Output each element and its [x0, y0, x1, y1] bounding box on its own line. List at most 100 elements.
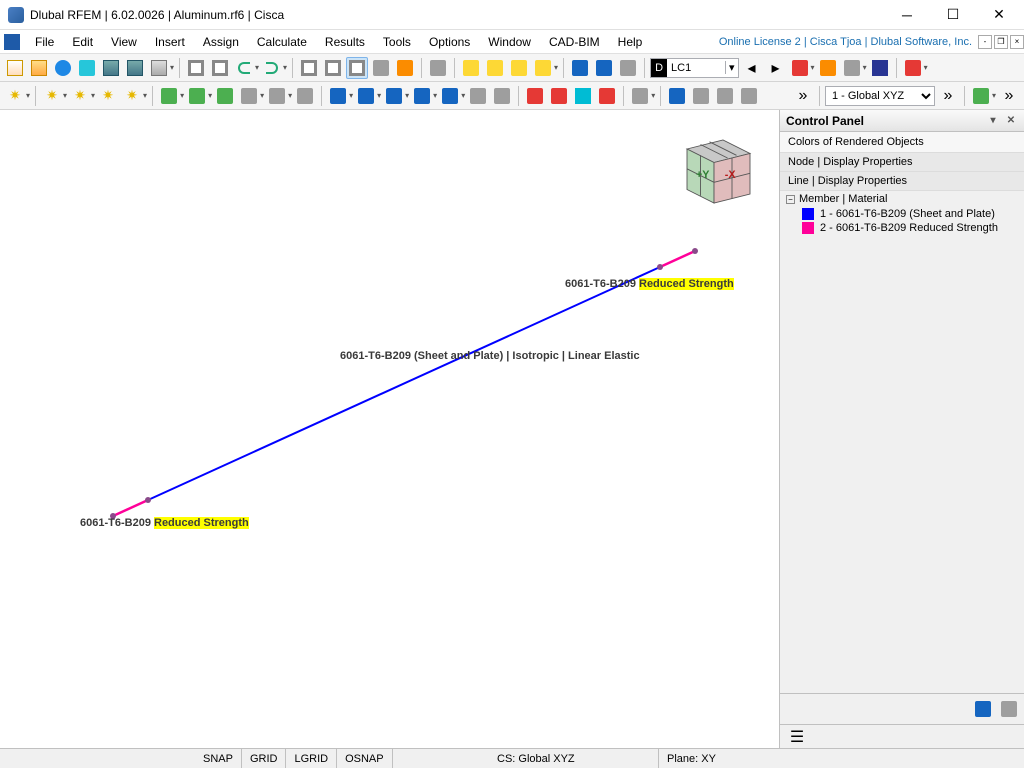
status-grid[interactable]: GRID — [242, 749, 287, 768]
nav-button-1[interactable] — [569, 57, 591, 79]
mdi-minimize-icon[interactable]: - — [978, 35, 992, 49]
legend-item-2[interactable]: 2 - 6061-T6-B209 Reduced Strength — [780, 221, 1024, 235]
script-button[interactable] — [394, 57, 416, 79]
save-button[interactable] — [100, 57, 122, 79]
maximize-button[interactable]: ☐ — [930, 0, 976, 30]
ins-tool-4[interactable] — [294, 85, 316, 107]
collapse-icon[interactable]: − — [786, 195, 795, 204]
overflow-2[interactable]: » — [937, 85, 959, 107]
minimize-button[interactable]: ─ — [884, 0, 930, 30]
model-button[interactable] — [76, 57, 98, 79]
support-button-1[interactable] — [327, 85, 349, 107]
menu-window[interactable]: Window — [479, 32, 540, 52]
view-cube[interactable]: +Y -X — [669, 122, 759, 212]
block-manager-button[interactable] — [52, 57, 74, 79]
lc-tool-4[interactable] — [869, 57, 891, 79]
legend-item-1[interactable]: 1 - 6061-T6-B209 (Sheet and Plate) — [780, 207, 1024, 221]
status-lgrid[interactable]: LGRID — [286, 749, 337, 768]
ins-surface-button[interactable] — [158, 85, 180, 107]
menu-edit[interactable]: Edit — [63, 32, 102, 52]
panel-tool-2[interactable] — [998, 698, 1020, 720]
panel-list-icon[interactable]: ☰ — [786, 726, 808, 748]
prev-lc-button[interactable]: ◂ — [741, 57, 763, 79]
ins-set-button[interactable]: ✷ — [97, 85, 119, 107]
filter-button[interactable] — [666, 85, 688, 107]
units-button[interactable] — [427, 57, 449, 79]
print-button[interactable] — [148, 57, 170, 79]
close-button[interactable]: ✕ — [976, 0, 1022, 30]
view-tool-3[interactable] — [714, 85, 736, 107]
save-all-button[interactable] — [124, 57, 146, 79]
app-menu-icon[interactable] — [4, 34, 20, 50]
load-button-2[interactable] — [548, 85, 570, 107]
coord-system-selector[interactable]: 1 - Global XYZ — [825, 86, 935, 106]
lc-tool-3[interactable] — [841, 57, 863, 79]
panel-row-node[interactable]: Node | Display Properties — [780, 153, 1024, 172]
console-button[interactable] — [370, 57, 392, 79]
ins-line-button[interactable]: ✷ — [41, 85, 63, 107]
panel-pin-icon[interactable]: ▾ — [986, 114, 1000, 128]
support-button-2[interactable] — [355, 85, 377, 107]
panel-close-icon[interactable]: ✕ — [1004, 114, 1018, 128]
mdi-close-icon[interactable]: × — [1010, 35, 1024, 49]
open-button[interactable] — [28, 57, 50, 79]
mdi-restore-icon[interactable]: ❐ — [994, 35, 1008, 49]
menu-results[interactable]: Results — [316, 32, 374, 52]
loadcase-selector[interactable]: D LC1 ▾ — [650, 58, 738, 78]
support-button-7[interactable] — [491, 85, 513, 107]
lc-tool-1[interactable] — [789, 57, 811, 79]
ins-node-button[interactable]: ✷ — [4, 85, 26, 107]
load-button-4[interactable] — [596, 85, 618, 107]
menu-insert[interactable]: Insert — [146, 32, 194, 52]
load-button-1[interactable] — [524, 85, 546, 107]
menu-cadbim[interactable]: CAD-BIM — [540, 32, 609, 52]
menu-calculate[interactable]: Calculate — [248, 32, 316, 52]
support-button-6[interactable] — [467, 85, 489, 107]
menu-tools[interactable]: Tools — [374, 32, 420, 52]
panel-button[interactable] — [346, 57, 368, 79]
panel-row-line[interactable]: Line | Display Properties — [780, 172, 1024, 191]
panel-tool-1[interactable] — [972, 698, 994, 720]
ins-member-button[interactable]: ✷ — [69, 85, 91, 107]
support-button-3[interactable] — [383, 85, 405, 107]
menu-help[interactable]: Help — [609, 32, 652, 52]
new-button[interactable] — [4, 57, 26, 79]
copy-button[interactable] — [185, 57, 207, 79]
view-tool-4[interactable] — [738, 85, 760, 107]
ins-tool-2[interactable] — [238, 85, 260, 107]
view-tool-2[interactable] — [690, 85, 712, 107]
ins-tool-1[interactable]: ✷ — [121, 85, 143, 107]
select-line-button[interactable] — [484, 57, 506, 79]
workplane-button[interactable] — [970, 85, 992, 107]
view-tool-1[interactable] — [629, 85, 651, 107]
menu-options[interactable]: Options — [420, 32, 479, 52]
calculate-button[interactable] — [902, 57, 924, 79]
load-button-3[interactable] — [572, 85, 594, 107]
ins-tool-3[interactable] — [266, 85, 288, 107]
ins-opening-button[interactable] — [186, 85, 208, 107]
status-osnap[interactable]: OSNAP — [337, 749, 393, 768]
menu-view[interactable]: View — [102, 32, 146, 52]
ins-solid-button[interactable] — [214, 85, 236, 107]
table-button[interactable] — [298, 57, 320, 79]
spreadsheet-button[interactable] — [322, 57, 344, 79]
paste-button[interactable] — [209, 57, 231, 79]
status-snap[interactable]: SNAP — [195, 749, 242, 768]
menu-assign[interactable]: Assign — [194, 32, 248, 52]
overflow-1[interactable]: » — [792, 85, 814, 107]
select-member-button[interactable] — [508, 57, 530, 79]
overflow-3[interactable]: » — [998, 85, 1020, 107]
tree-member-material[interactable]: − Member | Material — [780, 191, 1024, 207]
nav-button-2[interactable] — [593, 57, 615, 79]
support-button-5[interactable] — [439, 85, 461, 107]
select-node-button[interactable] — [460, 57, 482, 79]
undo-button[interactable] — [233, 57, 255, 79]
redo-button[interactable] — [261, 57, 283, 79]
support-button-4[interactable] — [411, 85, 433, 107]
lc-tool-2[interactable] — [817, 57, 839, 79]
nav-button-3[interactable] — [617, 57, 639, 79]
select-surface-button[interactable] — [532, 57, 554, 79]
viewport[interactable]: 6061-T6-B209 (Sheet and Plate) | Isotrop… — [0, 110, 779, 748]
next-lc-button[interactable]: ▸ — [765, 57, 787, 79]
menu-file[interactable]: File — [26, 32, 63, 52]
